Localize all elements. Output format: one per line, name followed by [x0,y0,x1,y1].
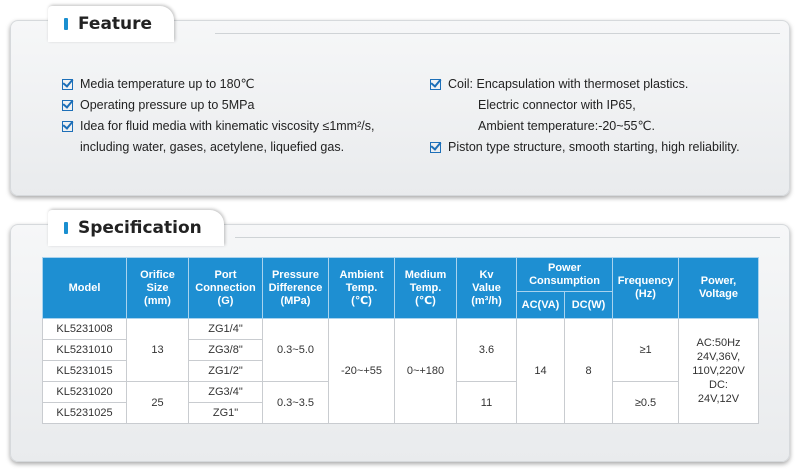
feature-item: Media temperature up to 180℃ [62,74,374,95]
header-pressure: Pressure Difference (MPa) [262,257,329,319]
header-ambient: Ambient Temp. (℃) [328,257,395,319]
header-kv: Kv Value (m³/h) [456,257,517,319]
table-row: KL5231025 ZG1" [42,402,759,424]
header-frequency: Frequency (Hz) [612,257,680,319]
header-dc: DC(W) [563,291,614,319]
header-power-consumption: Power Consumption [515,257,614,292]
frequency-cell: ≥1 [612,318,680,382]
specification-title: Specification [78,218,202,238]
kv-cell: 11 [456,381,517,424]
kv-cell: 3.6 [456,318,517,382]
model-cell: KL5231008 [42,318,127,340]
feature-item-text: Piston type structure, smooth starting, … [448,140,740,154]
feature-item-continuation: Ambient temperature:-20~55℃. [430,116,740,137]
checkbox-icon [430,142,441,153]
feature-item-text: Operating pressure up to 5MPa [80,98,255,112]
model-cell: KL5231020 [42,381,127,403]
feature-item-text: including water, gases, acetylene, lique… [80,140,345,154]
model-cell: KL5231025 [42,402,127,424]
model-cell: KL5231010 [42,339,127,361]
header-orifice: Orifice Size (mm) [126,257,189,319]
port-cell: ZG3/8" [188,339,263,361]
model-cell: KL5231015 [42,360,127,382]
feature-divider [215,33,780,34]
frequency-cell: ≥0.5 [612,381,680,424]
specification-panel: Specification Model Orifice Size (mm) Port… [10,210,790,462]
orifice-cell: 25 [126,381,189,424]
tab-marker-icon [64,18,68,30]
feature-item-text: Idea for fluid media with kinematic visc… [80,119,375,133]
feature-item-text: Coil: Encapsulation with thermoset plast… [448,77,689,91]
feature-item-text: Electric connector with IP65, [478,98,636,112]
checkbox-icon [62,79,73,90]
feature-list-right: Coil: Encapsulation with thermoset plast… [430,74,740,158]
port-cell: ZG1/4" [188,318,263,340]
table-row: KL5231010 ZG3/8" [42,339,759,361]
ac-cell: 14 [516,318,565,424]
header-port: Port Connection (G) [188,257,263,319]
port-cell: ZG1" [188,402,263,424]
feature-item-continuation: Electric connector with IP65, [430,95,740,116]
feature-list-left: Media temperature up to 180℃ Operating p… [62,74,374,158]
table-row: KL5231015 ZG1/2" [42,360,759,382]
feature-item-text: Ambient temperature:-20~55℃. [478,119,655,133]
table-row: KL5231008 13 ZG1/4" 0.3~5.0 -20~+55 0~+1… [42,318,760,424]
port-cell: ZG3/4" [188,381,263,403]
feature-item: Coil: Encapsulation with thermoset plast… [430,74,740,95]
pressure-cell: 0.3~3.5 [262,381,329,424]
ambient-cell: -20~+55 [328,318,395,424]
feature-title: Feature [78,14,153,34]
header-ac: AC(VA) [516,291,565,319]
medium-cell: 0~+180 [394,318,457,424]
port-cell: ZG1/2" [188,360,263,382]
specification-table: Model Orifice Size (mm) Port Connection (G) … [42,257,760,424]
header-model: Model [42,257,127,319]
feature-item-text: Media temperature up to 180℃ [80,77,255,91]
checkbox-icon [62,121,73,132]
voltage-cell: AC:50Hz 24V,36V, 110V,220V DC: 24V,12V [678,318,760,424]
checkbox-icon [62,100,73,111]
header-medium: Medium Temp. (℃) [394,257,457,319]
feature-tab: Feature [48,6,175,42]
tab-marker-icon [64,222,68,234]
orifice-cell: 13 [126,318,189,382]
specification-tab: Specification [48,210,224,246]
feature-item: Piston type structure, smooth starting, … [430,137,740,158]
table-row: KL5231020 25 ZG3/4" 0.3~3.5 11 ≥0.5 [42,381,759,424]
checkbox-icon [430,79,441,90]
header-power-voltage: Power, Voltage [678,257,760,319]
feature-item-continuation: including water, gases, acetylene, lique… [62,137,374,158]
feature-item: Idea for fluid media with kinematic visc… [62,116,374,137]
specification-divider [235,237,780,238]
feature-panel: Feature Media temperature up to 180℃ Ope… [10,6,790,196]
pressure-cell: 0.3~5.0 [262,318,329,382]
dc-cell: 8 [563,318,614,424]
feature-item: Operating pressure up to 5MPa [62,95,374,116]
